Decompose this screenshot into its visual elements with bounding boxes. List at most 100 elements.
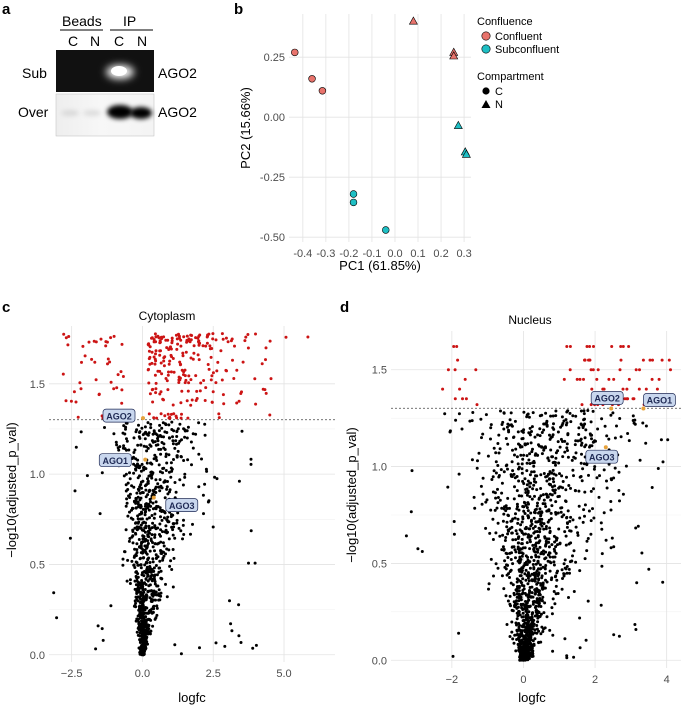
nuc-point <box>582 412 586 416</box>
cyto-point <box>167 453 171 457</box>
nuc-point <box>524 578 528 582</box>
nuc-point <box>525 454 529 458</box>
cyto-point <box>167 423 171 427</box>
nuc-point <box>562 572 566 576</box>
nuc-point <box>518 555 522 559</box>
nuc-point <box>551 597 555 601</box>
nuc-point <box>613 436 617 440</box>
nuc-point <box>453 368 457 372</box>
cyto-point <box>64 336 68 340</box>
cyto-point <box>170 339 174 343</box>
nuc-point <box>524 488 528 491</box>
nuc-point <box>554 456 558 460</box>
cyto-point <box>155 542 159 546</box>
cyto-point <box>152 355 156 359</box>
nuc-point <box>546 456 550 460</box>
nuc-point <box>556 592 560 595</box>
nuc-point <box>588 432 592 436</box>
nuc-point <box>560 474 564 478</box>
nuc-point <box>619 435 623 439</box>
blot-over-band-ip-n <box>130 107 152 119</box>
pca-xtick-label: -0.3 <box>316 248 335 260</box>
cyto-point <box>171 522 175 526</box>
nuc-point <box>530 425 534 429</box>
nuc-point <box>526 647 530 651</box>
nuc-point <box>500 506 504 510</box>
nuc-point <box>584 428 588 432</box>
cyto-point <box>156 482 160 486</box>
cyto-point <box>190 463 193 467</box>
nuc-point <box>534 541 538 545</box>
cyto-point <box>194 374 198 378</box>
nuc-point <box>494 496 498 500</box>
cyto-point <box>83 354 87 358</box>
nuc-point <box>569 515 573 519</box>
cyto-gene-point-ago3 <box>151 495 156 500</box>
nuc-point <box>448 430 452 434</box>
nuc-point <box>633 623 637 626</box>
nuc-point <box>600 552 604 556</box>
nuc-point <box>455 345 459 348</box>
nuc-point <box>621 387 625 391</box>
nuc-point <box>506 467 509 471</box>
pca-legend: Confluence Confluent Subconfluent Compar… <box>477 16 559 111</box>
cyto-point <box>166 480 169 483</box>
cyto-point <box>176 449 180 453</box>
nuc-point <box>550 543 554 547</box>
nuc-point <box>512 472 516 476</box>
nuc-point <box>511 448 514 452</box>
nuc-point <box>538 427 542 431</box>
cyto-point <box>171 585 175 589</box>
nuc-point <box>509 581 513 585</box>
cyto-point <box>136 487 140 491</box>
nuc-point <box>650 486 654 489</box>
nuc-point <box>452 532 456 536</box>
cyto-x-axis-label: logfc <box>178 690 206 705</box>
nuc-point <box>578 475 582 479</box>
cyto-point <box>203 433 207 437</box>
nuc-point <box>498 447 502 451</box>
cyto-point <box>187 381 191 385</box>
cyto-point <box>124 504 128 508</box>
cyto-point <box>204 386 208 390</box>
nuc-point <box>644 441 648 445</box>
nuc-point <box>548 437 552 441</box>
nuc-point <box>504 464 508 468</box>
nuc-point <box>531 411 535 415</box>
nuc-point <box>548 526 552 530</box>
nuc-point <box>520 554 524 558</box>
cyto-point <box>96 624 100 628</box>
nuc-point <box>542 448 546 452</box>
cyto-point <box>167 548 171 552</box>
nuc-point <box>580 479 584 483</box>
cyto-point <box>148 549 152 553</box>
nuc-point <box>550 612 554 616</box>
cyto-point <box>168 359 172 363</box>
nuc-point <box>494 460 498 464</box>
nuc-point <box>580 403 584 407</box>
cyto-point <box>123 447 127 451</box>
nuc-point <box>596 368 600 372</box>
cyto-point <box>68 536 72 540</box>
cyto-point <box>142 535 146 538</box>
cyto-point <box>126 481 130 485</box>
cyto-point <box>138 557 142 561</box>
cyto-point <box>74 445 78 449</box>
cyto-point <box>150 526 154 530</box>
nuc-point <box>560 568 564 572</box>
nuc-point <box>526 582 530 586</box>
cyto-point <box>132 563 136 567</box>
nuc-point <box>548 569 552 573</box>
nuc-point <box>552 590 556 593</box>
nuc-point <box>657 377 661 381</box>
nuc-point <box>525 574 529 577</box>
nuc-point <box>547 459 551 463</box>
nuc-point <box>627 345 631 348</box>
cyto-point <box>192 351 196 355</box>
cyto-point <box>135 548 139 552</box>
nuc-point <box>499 468 503 472</box>
cyto-point <box>147 381 151 385</box>
nuc-point <box>569 486 572 490</box>
nuc-point <box>500 574 504 578</box>
cyto-point <box>146 493 150 497</box>
